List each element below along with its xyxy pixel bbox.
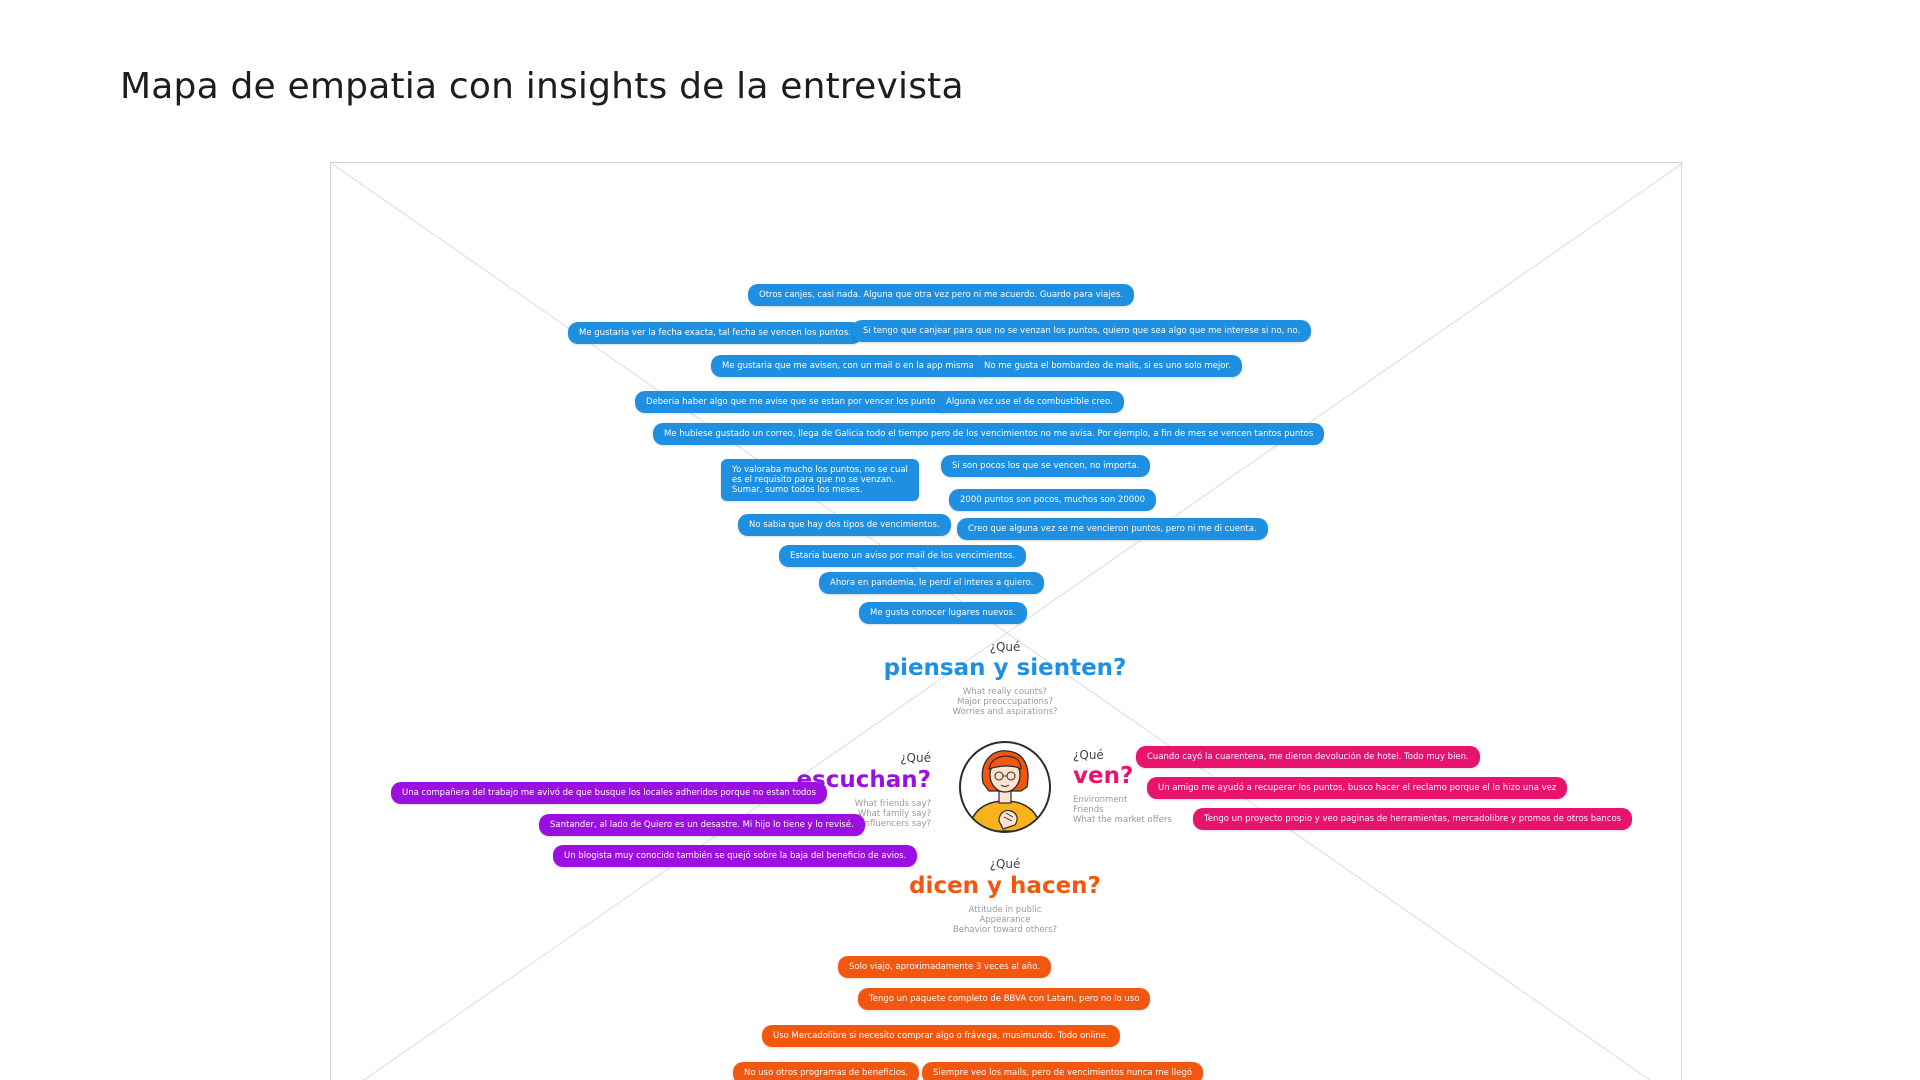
piensan-hints: What really counts? Major preoccupations… bbox=[905, 687, 1105, 717]
page-title: Mapa de empatia con insights de la entre… bbox=[120, 66, 964, 107]
escuchan-prefix: ¿Qué bbox=[900, 751, 931, 765]
note-dicen-2: Tengo un paquete completo de BBVA con La… bbox=[858, 988, 1151, 1010]
ven-prefix: ¿Qué bbox=[1073, 748, 1104, 762]
note-piensan-1: Otros canjes, casi nada. Alguna que otra… bbox=[748, 284, 1135, 306]
note-dicen-3: Uso Mercadolibre si necesito comprar alg… bbox=[762, 1025, 1120, 1047]
ven-title: ven? bbox=[1073, 763, 1134, 789]
note-piensan-11: 2000 puntos son pocos, muchos son 20000 bbox=[949, 489, 1157, 511]
dicen-hint-1: Attitude in public bbox=[968, 905, 1042, 915]
note-escuchan-2: Santander, al lado de Quiero es un desas… bbox=[539, 814, 865, 836]
note-piensan-10: Si son pocos los que se vencen, no impor… bbox=[941, 455, 1151, 477]
dicen-hints: Attitude in public Appearance Behavior t… bbox=[905, 905, 1105, 935]
escuchan-hint-3: What influencers say? bbox=[837, 819, 931, 829]
note-ven-1: Cuando cayó la cuarentena, me dieron dev… bbox=[1136, 746, 1480, 768]
piensan-prefix: ¿Qué bbox=[989, 640, 1021, 654]
note-escuchan-1: Una compañera del trabajo me avivó de qu… bbox=[391, 782, 828, 804]
piensan-hint-3: Worries and aspirations? bbox=[952, 707, 1058, 717]
note-piensan-3: Si tengo que canjear para que no se venz… bbox=[852, 320, 1312, 342]
ven-hint-3: What the market offers bbox=[1073, 815, 1172, 825]
diagonal-lines bbox=[331, 163, 1683, 1080]
note-piensan-2: Me gustaria ver la fecha exacta, tal fec… bbox=[568, 322, 862, 344]
ven-hint-1: Environment bbox=[1073, 795, 1128, 805]
note-piensan-9: Yo valoraba mucho los puntos, no se cual… bbox=[721, 459, 919, 501]
piensan-title: piensan y sienten? bbox=[883, 655, 1127, 681]
escuchan-hint-1: What friends say? bbox=[854, 799, 931, 809]
note-piensan-12: No sabia que hay dos tipos de vencimient… bbox=[738, 514, 951, 536]
empathy-map-board: Otros canjes, casi nada. Alguna que otra… bbox=[330, 162, 1683, 1080]
note-piensan-16: Me gusta conocer lugares nuevos. bbox=[859, 602, 1027, 624]
note-piensan-14: Estaria bueno un aviso por mail de los v… bbox=[779, 545, 1027, 567]
dicen-hint-3: Behavior toward others? bbox=[952, 925, 1058, 935]
note-piensan-15: Ahora en pandemia, le perdí el interes a… bbox=[819, 572, 1045, 594]
ven-hints: Environment Friends What the market offe… bbox=[1073, 795, 1172, 825]
note-piensan-13: Creo que alguna vez se me vencieron punt… bbox=[957, 518, 1268, 540]
dicen-prefix: ¿Qué bbox=[989, 857, 1021, 871]
note-dicen-1: Solo viajo, aproximadamente 3 veces al a… bbox=[838, 956, 1051, 978]
note-dicen-4: No uso otros programas de beneficios. bbox=[733, 1062, 920, 1080]
note-ven-2: Un amigo me ayudó a recuperar los puntos… bbox=[1147, 777, 1568, 799]
escuchan-hints: What friends say? What family say? What … bbox=[731, 799, 931, 829]
note-piensan-8: Me hubiese gustado un correo, llega de G… bbox=[653, 423, 1325, 445]
note-escuchan-3: Un blogista muy conocido también se quej… bbox=[553, 845, 918, 867]
escuchan-hint-2: What family say? bbox=[857, 809, 931, 819]
piensan-hint-1: What really counts? bbox=[962, 687, 1048, 697]
ven-hint-2: Friends bbox=[1073, 805, 1104, 815]
note-piensan-5: No me gusta el bombardeo de mails, si es… bbox=[973, 355, 1242, 377]
persona-avatar bbox=[959, 741, 1051, 833]
note-dicen-5: Siempre veo los mails, pero de vencimien… bbox=[922, 1062, 1204, 1080]
dicen-title: dicen y hacen? bbox=[909, 873, 1101, 899]
note-piensan-7: Alguna vez use el de combustible creo. bbox=[935, 391, 1124, 413]
note-piensan-6: Deberia haber algo que me avise que se e… bbox=[635, 391, 952, 413]
piensan-hint-2: Major preoccupations? bbox=[957, 697, 1053, 707]
note-piensan-4: Me gustaria que me avisen, con un mail o… bbox=[711, 355, 988, 377]
persona-illustration-icon bbox=[968, 750, 1042, 831]
note-ven-3: Tengo un proyecto propio y veo paginas d… bbox=[1193, 808, 1633, 830]
dicen-hint-2: Appearance bbox=[979, 915, 1031, 925]
